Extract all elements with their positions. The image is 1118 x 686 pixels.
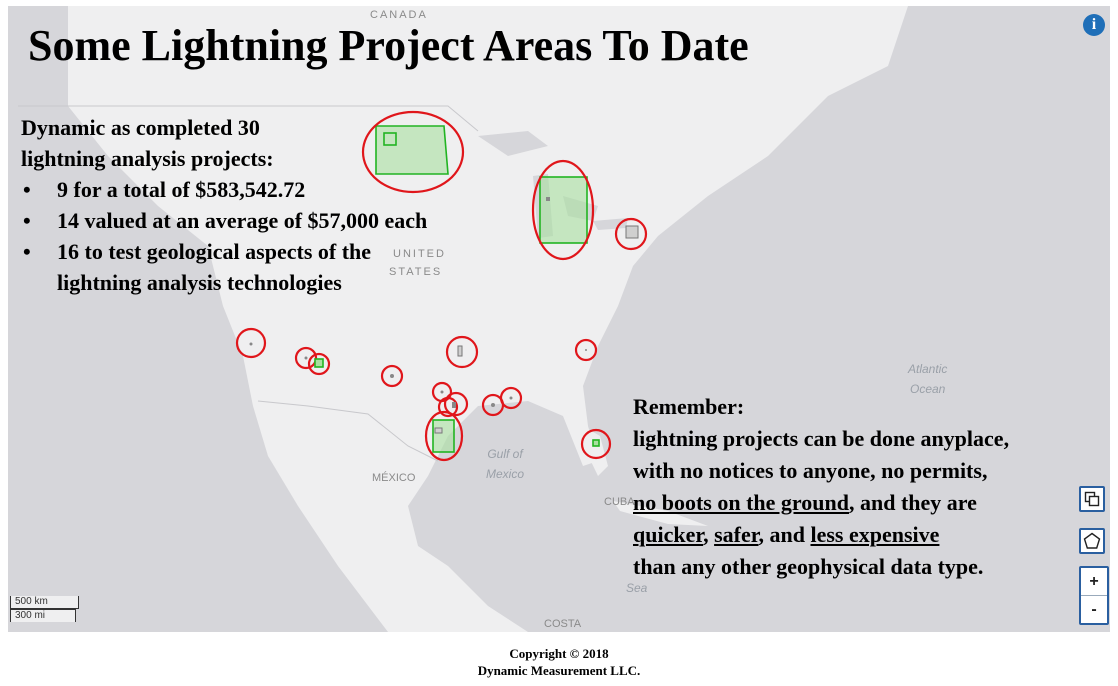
zoom-control: + -: [1079, 566, 1109, 625]
map-label-atlantic: Atlantic Ocean: [908, 359, 947, 399]
intro-item-text: lightning analysis technologies: [57, 270, 342, 295]
project-area-louisiana[interactable]: [499, 386, 523, 410]
project-areas-overlay: [235, 110, 648, 462]
scale-km: 500 km: [10, 596, 79, 609]
project-area-new-mexico[interactable]: [380, 364, 404, 388]
remember-line-3: no boots on the ground, and they are: [633, 487, 1009, 519]
intro-list-item: • 9 for a total of $583,542.72: [21, 174, 427, 205]
intro-line-2: lightning analysis projects:: [21, 146, 274, 171]
remember-line-5: than any other geophysical data type.: [633, 554, 984, 579]
remember-line-4: quicker, safer, and less expensive: [633, 519, 1009, 551]
map-label-costa: COSTA: [544, 618, 582, 630]
project-area-michigan[interactable]: [531, 159, 595, 261]
map-label-atlantic-2: Ocean: [910, 382, 946, 396]
zoom-in-button[interactable]: +: [1089, 572, 1099, 590]
copy-squares-icon: [1084, 491, 1100, 507]
pentagon-icon: [1083, 532, 1101, 549]
map-label-cuba: CUBA: [604, 496, 635, 508]
intro-list: • 9 for a total of $583,542.72 • 14 valued…: [21, 174, 427, 298]
safer-text: safer: [714, 522, 759, 547]
intro-list-item: • 16 to test geological aspects of the: [21, 236, 427, 267]
remember-panel: Remember: lightning projects can be done…: [633, 391, 1009, 583]
remember-line-3-rest: , and they are: [849, 490, 977, 515]
quicker-text: quicker: [633, 522, 704, 547]
project-area-nevada[interactable]: [294, 346, 318, 370]
bullet-glyph: •: [23, 177, 31, 202]
map-label-mexico: MÉXICO: [372, 472, 416, 484]
project-area-california[interactable]: [235, 327, 267, 359]
map-label-united: UNITED: [393, 248, 446, 260]
remember-line-1: lightning projects can be done anyplace,: [633, 426, 1010, 451]
bullet-glyph: •: [23, 208, 31, 233]
scale-bar: 500 km 300 mi: [10, 596, 79, 622]
less-expensive-text: less expensive: [810, 522, 940, 547]
remember-heading: Remember:: [633, 394, 745, 419]
map-label-gulf-1: Gulf of: [487, 447, 523, 461]
map-label-gulf: Gulf of Mexico: [486, 444, 524, 484]
map-label-canada: CANADA: [370, 9, 428, 21]
footer: Copyright © 2018 Dynamic Measurement LLC…: [0, 645, 1118, 679]
sep-1: ,: [703, 522, 715, 547]
project-area-south-texas[interactable]: [424, 410, 464, 462]
info-icon[interactable]: i: [1083, 14, 1105, 36]
project-area-kentucky[interactable]: [574, 338, 598, 362]
copyright-text: Copyright © 2018: [509, 646, 609, 661]
map-label-sea: Sea: [626, 581, 648, 595]
draw-polygon-button[interactable]: [1079, 528, 1105, 554]
intro-panel: Dynamic as completed 30 lightning analys…: [21, 112, 427, 298]
map-label-atlantic-1: Atlantic: [908, 362, 948, 376]
project-area-kansas[interactable]: [445, 335, 479, 369]
project-area-new-york[interactable]: [614, 217, 648, 251]
intro-item-text: 14 valued at an average of $57,000 each: [57, 208, 428, 233]
intro-item-text: 16 to test geological aspects of the: [57, 239, 372, 264]
zoom-out-button[interactable]: -: [1091, 600, 1097, 618]
page-title: Some Lightning Project Areas To Date: [28, 21, 749, 70]
intro-line-1: Dynamic as completed 30: [21, 115, 260, 140]
intro-list-item-continued: lightning analysis technologies: [21, 267, 427, 298]
remember-line-2: with no notices to anyone, no permits,: [633, 458, 988, 483]
zoom-divider: [1081, 595, 1107, 596]
company-name: Dynamic Measurement LLC.: [477, 663, 641, 678]
map-label-states: STATES: [389, 266, 443, 278]
sep-2: , and: [758, 522, 811, 547]
draw-rectangle-button[interactable]: [1079, 486, 1105, 512]
no-boots-text: no boots on the ground: [633, 490, 849, 515]
project-area-texas-2[interactable]: [437, 391, 469, 418]
intro-item-text: 9 for a total of $583,542.72: [57, 177, 306, 202]
project-area-north-dakota[interactable]: [361, 110, 465, 194]
map-label-gulf-2: Mexico: [486, 467, 525, 481]
project-area-arizona[interactable]: [307, 352, 331, 376]
map-basemap: [8, 6, 1110, 632]
scale-mi: 300 mi: [10, 609, 76, 622]
map-area[interactable]: CANADA UNITED STATES MÉXICO Gulf of Mexi…: [8, 6, 1110, 632]
bullet-glyph: •: [23, 239, 31, 264]
intro-list-item: • 14 valued at an average of $57,000 each: [21, 205, 427, 236]
project-area-florida[interactable]: [580, 428, 612, 460]
